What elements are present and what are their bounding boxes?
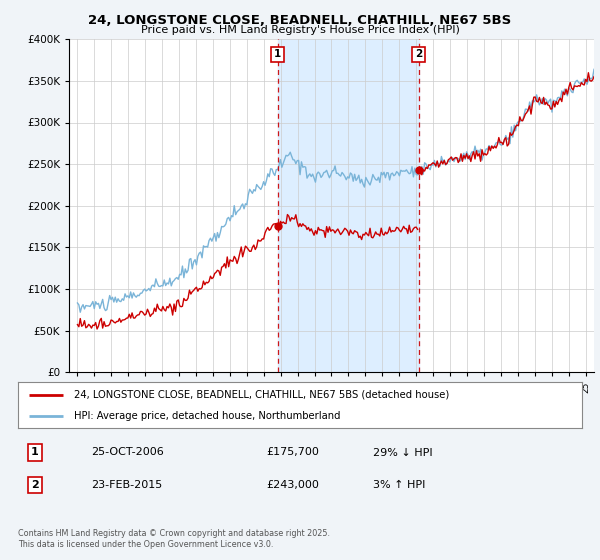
Text: Contains HM Land Registry data © Crown copyright and database right 2025.
This d: Contains HM Land Registry data © Crown c… — [18, 529, 330, 549]
Text: 3% ↑ HPI: 3% ↑ HPI — [373, 480, 425, 490]
Text: £175,700: £175,700 — [266, 447, 319, 458]
Text: HPI: Average price, detached house, Northumberland: HPI: Average price, detached house, Nort… — [74, 411, 341, 421]
Text: 23-FEB-2015: 23-FEB-2015 — [91, 480, 163, 490]
Text: 1: 1 — [274, 49, 281, 59]
Text: £243,000: £243,000 — [266, 480, 319, 490]
Text: 2: 2 — [31, 480, 39, 490]
Text: 29% ↓ HPI: 29% ↓ HPI — [373, 447, 433, 458]
Text: 25-OCT-2006: 25-OCT-2006 — [91, 447, 164, 458]
Text: 1: 1 — [31, 447, 39, 458]
Text: 24, LONGSTONE CLOSE, BEADNELL, CHATHILL, NE67 5BS (detached house): 24, LONGSTONE CLOSE, BEADNELL, CHATHILL,… — [74, 390, 449, 400]
Text: Price paid vs. HM Land Registry's House Price Index (HPI): Price paid vs. HM Land Registry's House … — [140, 25, 460, 35]
Bar — [278, 39, 419, 372]
Text: 24, LONGSTONE CLOSE, BEADNELL, CHATHILL, NE67 5BS: 24, LONGSTONE CLOSE, BEADNELL, CHATHILL,… — [88, 14, 512, 27]
Text: 2: 2 — [415, 49, 422, 59]
